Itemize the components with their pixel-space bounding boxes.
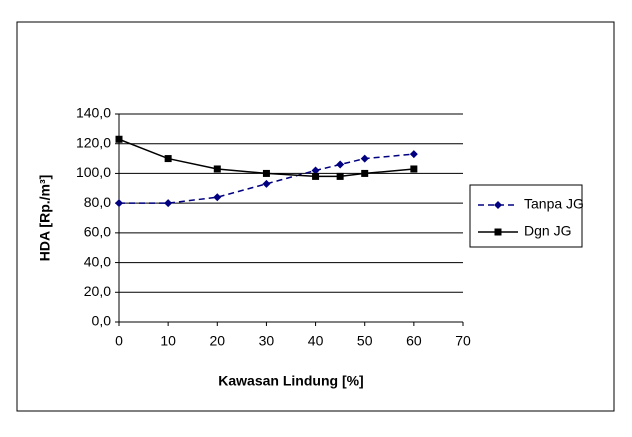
data-point [361,169,369,177]
y-tick-label: 140,0 [76,105,111,121]
x-tick-label: 20 [209,333,225,349]
y-tick-label: 120,0 [76,134,111,150]
x-tick-label: 50 [357,333,373,349]
x-tick-label: 60 [406,333,422,349]
series-line [118,138,414,178]
y-tick-label: 40,0 [84,253,111,269]
x-tick-label: 0 [115,333,123,349]
data-point [213,193,222,202]
x-tick-label: 10 [160,333,176,349]
data-point [410,165,418,173]
legend-marker [494,228,502,236]
data-point [262,179,271,188]
data-point [336,172,344,180]
data-point [311,166,320,175]
data-point [312,172,320,180]
y-tick-label: 80,0 [84,194,111,210]
legend-marker [494,201,502,209]
data-point [115,135,123,143]
y-tick-label: 0,0 [92,313,112,329]
data-point [115,199,123,208]
data-point [164,199,173,208]
x-tick-label: 40 [308,333,324,349]
series-line [119,153,414,204]
y-tick-label: 20,0 [84,283,111,299]
y-tick-label: 100,0 [76,164,111,180]
data-point [360,154,369,163]
legend-label: Tanpa JG [524,196,584,212]
x-tick-label: 30 [259,333,275,349]
x-axis-label: Kawasan Lindung [%] [218,373,363,389]
data-point [262,169,270,177]
data-point [164,155,172,163]
x-tick-label: 70 [455,333,471,349]
data-point [213,165,221,173]
y-axis-label: HDA [Rp./m³] [37,175,53,262]
data-point [409,150,418,159]
y-tick-label: 60,0 [84,224,111,240]
data-point [336,160,345,169]
legend-box [469,184,583,248]
legend-label: Dgn JG [524,223,571,239]
